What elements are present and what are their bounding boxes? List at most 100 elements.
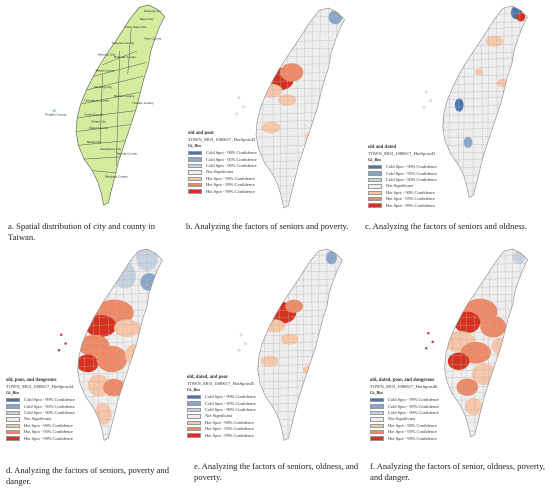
legend-label: Cold Spot - 90% Confidence	[24, 409, 75, 415]
legend-row: Cold Spot - 90% Confidence	[187, 407, 256, 413]
legend-label: Cold Spot - 99% Confidence	[386, 164, 437, 170]
legend-row: Cold Spot - 95% Confidence	[370, 403, 439, 409]
legend-label: Hot Spot - 90% Confidence	[24, 422, 73, 428]
county-boundary	[116, 50, 120, 167]
outlying-island	[57, 348, 61, 352]
panel-a: Keelung City Taipei City New Taipei City Ta…	[0, 0, 180, 245]
town-boundary	[527, 249, 528, 437]
legend-label: Cold Spot - 95% Confidence	[206, 156, 257, 162]
hotspot-zone	[459, 43, 473, 57]
caption-a: a. Spatial distribution of city and coun…	[8, 221, 156, 242]
town-boundary	[442, 164, 528, 169]
legend-field: Gi_Bin	[370, 390, 383, 395]
town-boundary	[444, 253, 528, 260]
outlying-island	[424, 347, 428, 350]
legend-row: Hot Spot - 95% Confidence	[188, 182, 257, 188]
legend-row: Not Significant	[6, 416, 75, 422]
town-boundary	[77, 253, 163, 258]
taiwan-county-map: Keelung City Taipei City New Taipei City Ta…	[45, 4, 165, 206]
panel-b: old and poor TOWN_MOI_1080617_HotSpots42 G…	[180, 0, 365, 245]
hotspot-zone	[454, 311, 481, 334]
town-boundary	[257, 400, 343, 406]
island-base	[257, 249, 343, 441]
legend-layer-name: TOWN_MOI_1080617_HotSpots42	[188, 137, 256, 142]
county-label: Chiayi City	[91, 119, 106, 123]
town-boundary	[77, 418, 163, 421]
legend-swatch	[187, 394, 201, 400]
legend-title: old, dated, poor, and dangerous	[370, 378, 435, 383]
town-boundary	[442, 181, 528, 184]
hotspot-zone	[456, 378, 479, 396]
legend-title: old, poor, and dangerous	[6, 378, 57, 383]
coastline	[255, 7, 345, 209]
island-base	[442, 6, 528, 198]
town-boundary	[444, 407, 528, 411]
legend-label: Cold Spot - 95% Confidence	[388, 403, 439, 409]
hotspot-zone	[261, 355, 279, 367]
legend-label: Cold Spot - 95% Confidence	[205, 400, 256, 406]
legend-row: Hot Spot - 90% Confidence	[368, 190, 437, 196]
county-label: New Taipei City	[126, 25, 148, 29]
county-label: Taipei City	[139, 17, 154, 21]
legend-swatch	[187, 426, 201, 432]
county-boundary	[127, 27, 132, 75]
hotspot-map-d	[57, 248, 163, 441]
hotspot-zone	[480, 315, 507, 338]
county-label: Hsinchu County	[114, 55, 136, 59]
legend-row: Cold Spot - 99% Confidence	[368, 164, 437, 170]
legend-label: Hot Spot - 90% Confidence	[206, 175, 255, 181]
caption-b: b. Analyzing the factors of seniors and …	[186, 221, 349, 231]
hotspot-zone	[312, 418, 324, 432]
town-boundary	[442, 21, 528, 25]
legend-label: Not Significant	[386, 183, 413, 189]
county-label: Penghu County	[45, 112, 67, 116]
caption-c: c. Analyzing the factors of seniors and …	[365, 221, 528, 231]
legend-f: old, dated, poor, and dangerous TOWN_MOI_…	[370, 378, 439, 442]
outlying-island	[237, 96, 241, 100]
county-boundary	[77, 124, 131, 132]
county-label: Nantou County	[114, 94, 135, 98]
legend-row: Cold Spot - 95% Confidence	[368, 170, 437, 176]
outlying-island	[431, 340, 435, 344]
hotspot-zone	[280, 63, 304, 82]
legend-swatch	[368, 184, 382, 189]
outlying-island	[59, 333, 63, 337]
legend-swatch	[6, 404, 20, 409]
caption-f: f. Analyzing the factors of senior, oldn…	[370, 461, 545, 482]
town-boundary	[442, 155, 528, 162]
county-boundary	[78, 140, 126, 146]
town-boundary	[77, 262, 163, 266]
hotspot-zone	[277, 94, 297, 106]
legend-row: Hot Spot - 99% Confidence	[188, 188, 257, 194]
legend-label: Cold Spot - 99% Confidence	[206, 150, 257, 156]
town-boundary	[257, 439, 343, 441]
town-boundary	[154, 249, 158, 441]
legend-label: Cold Spot - 90% Confidence	[388, 409, 439, 415]
legend-row: Cold Spot - 99% Confidence	[188, 150, 257, 156]
town-boundary	[161, 249, 163, 441]
town-boundary	[361, 8, 362, 210]
town-boundary	[257, 249, 343, 251]
town-boundary	[257, 249, 260, 441]
legend-row: Hot Spot - 99% Confidence	[368, 202, 437, 208]
legend-label: Hot Spot - 95% Confidence	[24, 429, 73, 435]
legend-label: Hot Spot - 95% Confidence	[386, 196, 435, 202]
hotspot-zone	[261, 121, 281, 134]
town-boundary	[444, 262, 528, 267]
hotspot-zone	[94, 403, 112, 425]
hotspot-zone	[302, 364, 325, 376]
legend-layer-name: TOWN_MOI_1080617_HotSpots45	[187, 381, 255, 386]
county-label: Chiayi County	[89, 126, 109, 130]
outlying-island	[427, 331, 430, 335]
town-boundary	[353, 8, 355, 210]
legend-field: Gi_Bin	[6, 390, 19, 395]
legend-swatch	[370, 436, 384, 441]
hotspot-zone	[125, 343, 147, 366]
legend-row: Cold Spot - 90% Confidence	[6, 410, 75, 416]
town-boundary	[541, 6, 543, 200]
outlying-island	[422, 105, 426, 109]
legend-label: Not Significant	[388, 416, 415, 422]
legend-row: Cold Spot - 90% Confidence	[188, 163, 257, 169]
legend-swatch	[188, 163, 202, 169]
town-boundary	[256, 165, 345, 171]
